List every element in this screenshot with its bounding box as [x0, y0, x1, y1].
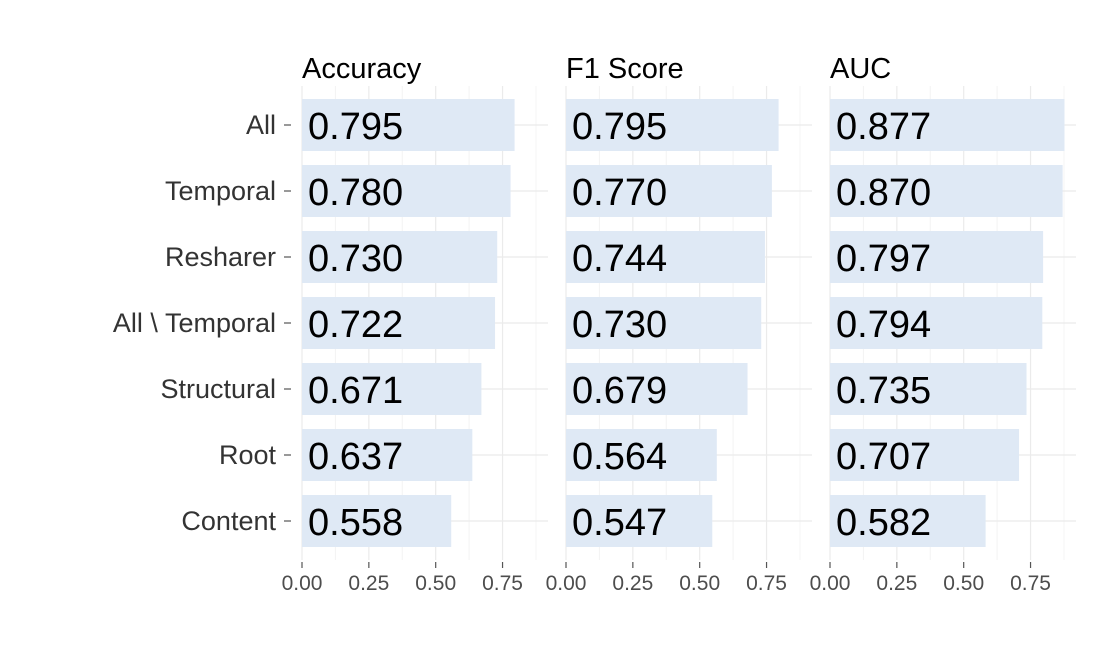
value-label: 0.735: [836, 370, 931, 412]
bar: [830, 165, 1063, 217]
value-label: 0.637: [308, 436, 403, 478]
x-tick-label: 0.00: [546, 572, 587, 595]
facet-panel: 0.795 0.780 0.730 0.722 0.671 0.637 0.558 Accur…: [282, 53, 548, 595]
panel-title: Accuracy: [302, 53, 422, 85]
value-label: 0.795: [308, 106, 403, 148]
facet-panel: 0.877 0.870 0.797 0.794 0.735 0.707 0.582 AUC 0.…: [810, 53, 1076, 595]
value-label: 0.679: [572, 370, 667, 412]
x-tick-label: 0.75: [746, 572, 787, 595]
value-label: 0.558: [308, 502, 403, 544]
value-label: 0.730: [308, 238, 403, 280]
x-tick-label: 0.00: [810, 572, 851, 595]
x-tick-label: 0.75: [1010, 572, 1051, 595]
bar: [566, 165, 772, 217]
facet-panel: 0.795 0.770 0.744 0.730 0.679 0.564 0.547 F1 Sc…: [546, 53, 812, 595]
value-label: 0.564: [572, 436, 667, 478]
value-label: 0.730: [572, 304, 667, 346]
value-label: 0.870: [836, 172, 931, 214]
bar: [830, 429, 1020, 481]
value-label: 0.707: [836, 436, 931, 478]
bar: [566, 495, 713, 547]
x-tick-label: 0.50: [943, 572, 984, 595]
panel-title: F1 Score: [566, 53, 684, 85]
value-label: 0.547: [572, 502, 667, 544]
x-tick-label: 0.00: [282, 572, 323, 595]
bar: [830, 297, 1043, 349]
x-tick-label: 0.25: [348, 572, 389, 595]
category-label: Resharer: [165, 242, 276, 272]
x-tick-label: 0.50: [415, 572, 456, 595]
bar: [566, 429, 717, 481]
bar: [302, 363, 482, 415]
category-label: Content: [181, 506, 276, 536]
bar: [566, 99, 779, 151]
category-label: Structural: [160, 374, 276, 404]
x-tick-label: 0.25: [612, 572, 653, 595]
bar: [830, 99, 1065, 151]
value-label: 0.744: [572, 238, 667, 280]
bar: [302, 495, 452, 547]
category-label: Root: [219, 440, 277, 470]
value-label: 0.722: [308, 304, 403, 346]
value-label: 0.780: [308, 172, 403, 214]
x-tick-label: 0.50: [679, 572, 720, 595]
value-label: 0.877: [836, 106, 931, 148]
bar: [302, 165, 511, 217]
value-label: 0.671: [308, 370, 403, 412]
bar: [302, 297, 496, 349]
x-tick-label: 0.25: [876, 572, 917, 595]
category-label: All \ Temporal: [113, 308, 276, 338]
bar: [566, 297, 762, 349]
bar: [830, 363, 1027, 415]
value-label: 0.795: [572, 106, 667, 148]
panel-title: AUC: [830, 53, 891, 85]
x-tick-label: 0.75: [482, 572, 523, 595]
bar: [302, 99, 515, 151]
bar: [830, 495, 986, 547]
bar: [302, 231, 498, 283]
bar: [566, 363, 748, 415]
value-label: 0.794: [836, 304, 931, 346]
value-label: 0.797: [836, 238, 931, 280]
bar: [830, 231, 1044, 283]
bar: [302, 429, 473, 481]
value-label: 0.582: [836, 502, 931, 544]
bar: [566, 231, 765, 283]
category-label: All: [246, 110, 276, 140]
value-label: 0.770: [572, 172, 667, 214]
category-label: Temporal: [165, 176, 276, 206]
